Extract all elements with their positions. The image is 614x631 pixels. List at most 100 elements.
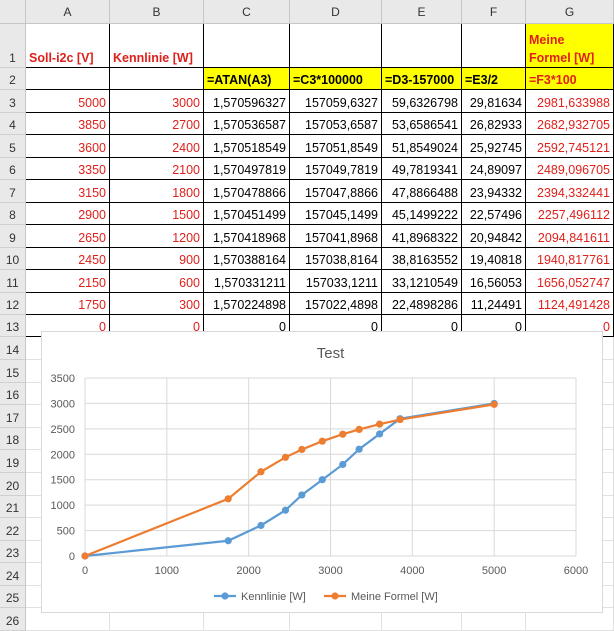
cell-f11[interactable]: 16,56053: [462, 270, 526, 293]
cell-c3[interactable]: 1,570596327: [204, 90, 290, 113]
cell-b9[interactable]: 1200: [110, 225, 204, 248]
row-header-22[interactable]: 22: [0, 518, 26, 541]
row-header-20[interactable]: 20: [0, 473, 26, 496]
cell-f6[interactable]: 24,89097: [462, 158, 526, 180]
cell-d10[interactable]: 157038,8164: [290, 248, 382, 270]
cell-d5[interactable]: 157051,8549: [290, 135, 382, 158]
cell-b10[interactable]: 900: [110, 248, 204, 270]
cell-b6[interactable]: 2100: [110, 158, 204, 180]
cell-c5[interactable]: 1,570518549: [204, 135, 290, 158]
cell-a5[interactable]: 3600: [26, 135, 110, 158]
column-header-f[interactable]: F: [462, 0, 526, 24]
row-header-15[interactable]: 15: [0, 360, 26, 383]
cell-c10[interactable]: 1,570388164: [204, 248, 290, 270]
cell-g1[interactable]: Meine Formel [W]: [526, 24, 614, 68]
cell-d11[interactable]: 157033,1211: [290, 270, 382, 293]
cell-e7[interactable]: 47,8866488: [382, 180, 462, 203]
row-header-12[interactable]: 12: [0, 293, 26, 315]
row-header-17[interactable]: 17: [0, 405, 26, 428]
cell-c11[interactable]: 1,570331211: [204, 270, 290, 293]
cell-e10[interactable]: 38,8163552: [382, 248, 462, 270]
cell-a1[interactable]: Soll-i2c [V]: [26, 24, 110, 68]
cell-a12[interactable]: 1750: [26, 293, 110, 315]
cell-d2[interactable]: =C3*100000: [290, 68, 382, 90]
cell-e3[interactable]: 59,6326798: [382, 90, 462, 113]
row-header-5[interactable]: 5: [0, 135, 26, 158]
cell-g5[interactable]: 2592,745121: [526, 135, 614, 158]
cell-d4[interactable]: 157053,6587: [290, 113, 382, 135]
cell-b3[interactable]: 3000: [110, 90, 204, 113]
cell-g9[interactable]: 2094,841611: [526, 225, 614, 248]
cell-b5[interactable]: 2400: [110, 135, 204, 158]
cell-f1[interactable]: [462, 24, 526, 68]
cell-b2[interactable]: [110, 68, 204, 90]
cell-c12[interactable]: 1,570224898: [204, 293, 290, 315]
cell-a3[interactable]: 5000: [26, 90, 110, 113]
column-header-c[interactable]: C: [204, 0, 290, 24]
row-header-21[interactable]: 21: [0, 496, 26, 518]
select-all-corner[interactable]: [0, 0, 26, 24]
row-header-24[interactable]: 24: [0, 563, 26, 586]
row-header-23[interactable]: 23: [0, 541, 26, 563]
cell-d1[interactable]: [290, 24, 382, 68]
cell-f8[interactable]: 22,57496: [462, 203, 526, 225]
cell-d9[interactable]: 157041,8968: [290, 225, 382, 248]
row-header-18[interactable]: 18: [0, 428, 26, 450]
row-header-16[interactable]: 16: [0, 383, 26, 405]
cell-b7[interactable]: 1800: [110, 180, 204, 203]
cell-b8[interactable]: 1500: [110, 203, 204, 225]
cell-e9[interactable]: 41,8968322: [382, 225, 462, 248]
cell-g4[interactable]: 2682,932705: [526, 113, 614, 135]
cell-c2[interactable]: =ATAN(A3): [204, 68, 290, 90]
cell-e8[interactable]: 45,1499222: [382, 203, 462, 225]
cell-c8[interactable]: 1,570451499: [204, 203, 290, 225]
cell-a10[interactable]: 2450: [26, 248, 110, 270]
cell-d12[interactable]: 157022,4898: [290, 293, 382, 315]
cell-a2[interactable]: [26, 68, 110, 90]
column-header-d[interactable]: D: [290, 0, 382, 24]
column-header-g[interactable]: G: [526, 0, 614, 24]
cell-a6[interactable]: 3350: [26, 158, 110, 180]
row-header-8[interactable]: 8: [0, 203, 26, 225]
cell-f5[interactable]: 25,92745: [462, 135, 526, 158]
column-header-a[interactable]: A: [26, 0, 110, 24]
cell-f9[interactable]: 20,94842: [462, 225, 526, 248]
cell-d7[interactable]: 157047,8866: [290, 180, 382, 203]
cell-a8[interactable]: 2900: [26, 203, 110, 225]
cell-e5[interactable]: 51,8549024: [382, 135, 462, 158]
row-header-13[interactable]: 13: [0, 315, 26, 337]
cell-f2[interactable]: =E3/2: [462, 68, 526, 90]
cell-e2[interactable]: =D3-157000: [382, 68, 462, 90]
cell-f7[interactable]: 23,94332: [462, 180, 526, 203]
row-header-19[interactable]: 19: [0, 450, 26, 473]
column-header-b[interactable]: B: [110, 0, 204, 24]
cell-c4[interactable]: 1,570536587: [204, 113, 290, 135]
cell-d8[interactable]: 157045,1499: [290, 203, 382, 225]
cell-d3[interactable]: 157059,6327: [290, 90, 382, 113]
cell-g12[interactable]: 1124,491428: [526, 293, 614, 315]
chart-test[interactable]: Test 0 500 1000 1500 2000 2500 3000 3500 0 1000 200…: [41, 331, 603, 613]
row-header-4[interactable]: 4: [0, 113, 26, 135]
row-header-6[interactable]: 6: [0, 158, 26, 180]
row-header-1[interactable]: 1: [0, 24, 26, 68]
cell-b11[interactable]: 600: [110, 270, 204, 293]
cell-g2[interactable]: =F3*100: [526, 68, 614, 90]
cell-g7[interactable]: 2394,332441: [526, 180, 614, 203]
cell-b4[interactable]: 2700: [110, 113, 204, 135]
cell-d6[interactable]: 157049,7819: [290, 158, 382, 180]
cell-b1[interactable]: Kennlinie [W]: [110, 24, 204, 68]
cell-g11[interactable]: 1656,052747: [526, 270, 614, 293]
cell-a9[interactable]: 2650: [26, 225, 110, 248]
row-header-14[interactable]: 14: [0, 337, 26, 360]
row-header-7[interactable]: 7: [0, 180, 26, 203]
cell-e11[interactable]: 33,1210549: [382, 270, 462, 293]
cell-f10[interactable]: 19,40818: [462, 248, 526, 270]
cell-f3[interactable]: 29,81634: [462, 90, 526, 113]
cell-e6[interactable]: 49,7819341: [382, 158, 462, 180]
row-header-2[interactable]: 2: [0, 68, 26, 90]
cell-f4[interactable]: 26,82933: [462, 113, 526, 135]
cell-b12[interactable]: 300: [110, 293, 204, 315]
row-header-10[interactable]: 10: [0, 248, 26, 270]
column-header-e[interactable]: E: [382, 0, 462, 24]
cell-g6[interactable]: 2489,096705: [526, 158, 614, 180]
